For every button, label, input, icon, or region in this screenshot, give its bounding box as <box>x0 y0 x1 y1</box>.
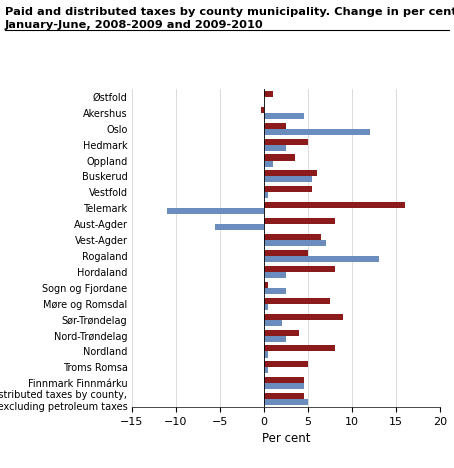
Bar <box>264 170 317 176</box>
Bar <box>264 192 268 198</box>
Bar <box>264 329 299 336</box>
Bar <box>264 186 312 192</box>
Bar <box>264 176 312 183</box>
Bar <box>216 224 264 230</box>
Bar <box>264 336 286 342</box>
Bar <box>264 256 379 262</box>
Bar <box>264 298 330 304</box>
Bar <box>264 218 335 224</box>
Bar <box>264 154 295 161</box>
Text: Paid and distributed taxes by county municipality. Change in per cent,: Paid and distributed taxes by county mun… <box>5 7 454 17</box>
Bar <box>264 91 273 97</box>
Bar <box>264 240 326 246</box>
Bar <box>264 345 335 351</box>
Bar <box>264 304 268 310</box>
Bar <box>264 320 281 326</box>
Bar <box>264 314 343 320</box>
Bar <box>264 282 268 288</box>
Bar <box>264 139 308 145</box>
Bar <box>264 250 308 256</box>
Bar <box>264 377 304 383</box>
Bar <box>264 145 286 151</box>
Bar <box>264 272 286 278</box>
Bar <box>264 367 268 373</box>
Legend: 2008-2009, 2009-2010: 2008-2009, 2009-2010 <box>184 467 388 468</box>
Bar <box>264 129 370 135</box>
Bar <box>264 351 268 358</box>
Bar <box>264 383 304 389</box>
Bar <box>167 208 264 214</box>
Text: January-June, 2008-2009 and 2009-2010: January-June, 2008-2009 and 2009-2010 <box>5 20 263 29</box>
Bar <box>264 266 335 272</box>
Bar <box>264 399 308 405</box>
Bar <box>264 113 304 119</box>
Bar <box>264 288 286 294</box>
Bar <box>264 361 308 367</box>
Bar <box>264 393 304 399</box>
Bar <box>264 123 286 129</box>
X-axis label: Per cent: Per cent <box>262 432 310 446</box>
Bar <box>264 161 273 167</box>
Bar <box>262 107 264 113</box>
Bar <box>264 234 321 240</box>
Bar <box>264 202 405 208</box>
